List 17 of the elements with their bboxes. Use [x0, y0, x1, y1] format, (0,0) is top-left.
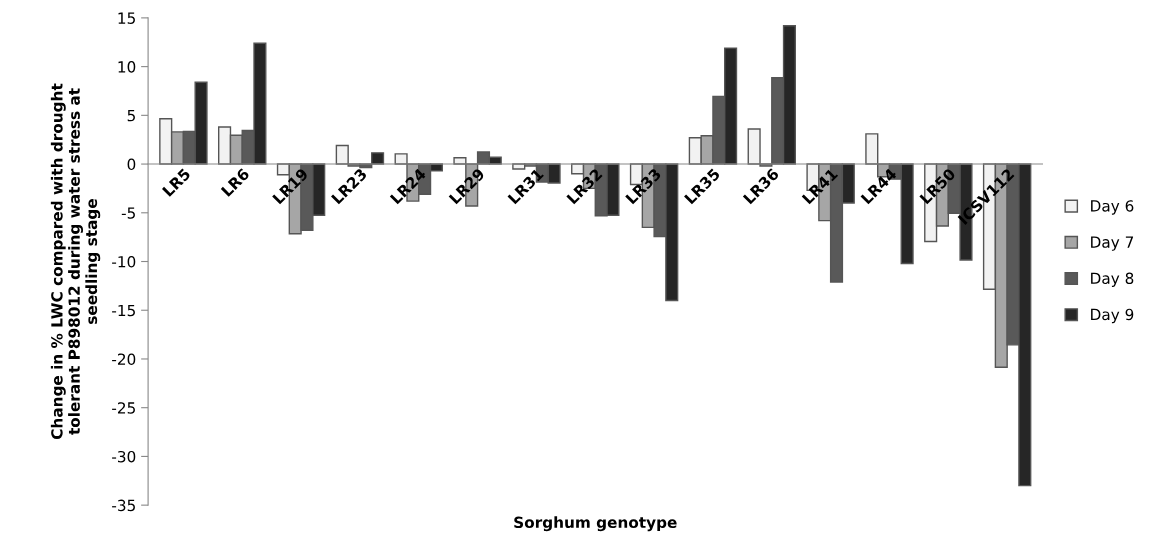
- x-axis-title: Sorghum genotype: [514, 516, 677, 532]
- y-tick-label: -10: [112, 255, 136, 268]
- y-tick-label: -5: [121, 207, 135, 219]
- legend-label: Day 7: [1091, 236, 1134, 251]
- y-tick-label: 15: [118, 12, 135, 24]
- y-tick-label: -25: [112, 402, 135, 414]
- y-tick-label: -15: [112, 304, 135, 317]
- legend-label: Day 8: [1091, 272, 1134, 287]
- y-tick-label: -35: [112, 499, 135, 512]
- y-tick-label: -30: [112, 450, 136, 463]
- y-tick-label: 10: [118, 61, 136, 73]
- y-tick-label: 0: [127, 158, 136, 171]
- y-tick-label: 5: [127, 110, 135, 122]
- y-tick-label: -20: [112, 353, 136, 365]
- legend-label: Day 6: [1091, 200, 1134, 215]
- legend-label: Day 9: [1091, 308, 1134, 324]
- y-axis-title: Change in % LWC compared with drought tolerant P898012 during water stress at seedling stage: [50, 83, 101, 440]
